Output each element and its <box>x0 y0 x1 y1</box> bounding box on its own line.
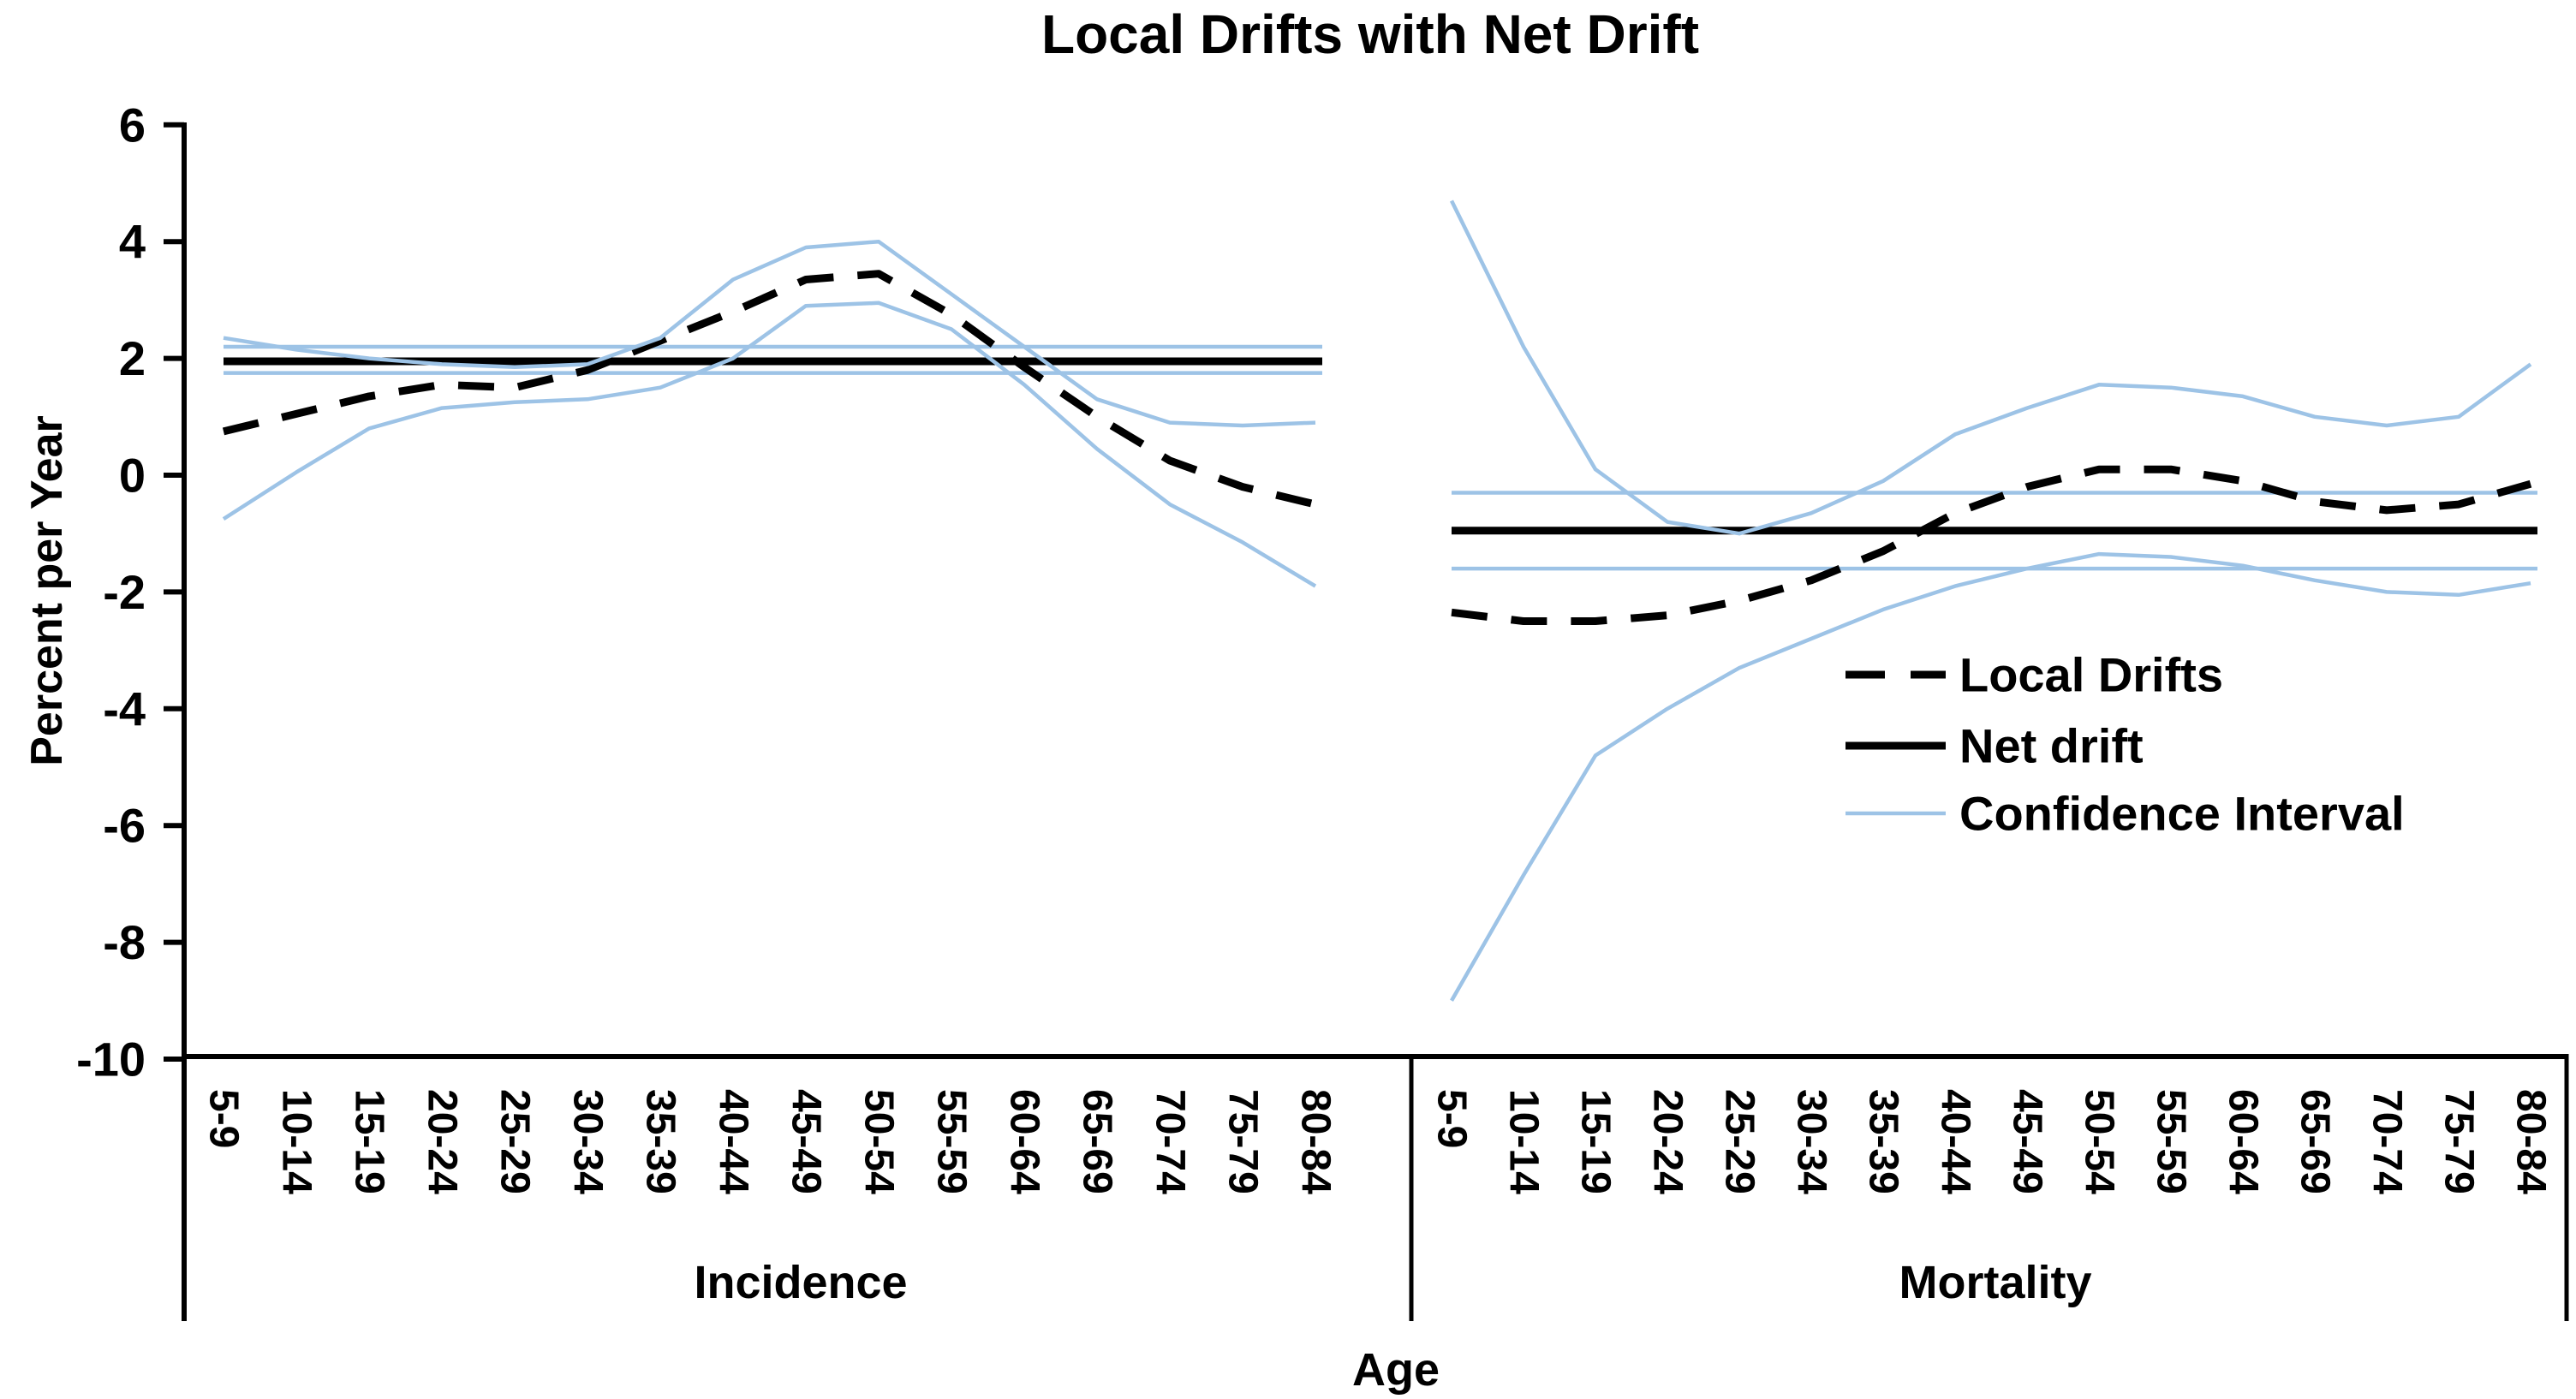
x-axis-title: Age <box>1352 1344 1440 1396</box>
y-tick-label: -8 <box>103 915 146 969</box>
category-label: 55-59 <box>929 1089 975 1194</box>
incidence-ci-lower-line <box>222 301 1317 588</box>
category-label: 25-29 <box>492 1089 538 1194</box>
axes-layer: 6 4 2 0 -2 -4 -6 -8 -10 <box>76 98 2569 1321</box>
y-tick-label: 0 <box>119 449 146 503</box>
legend-label-net-drift: Net drift <box>1959 719 2144 773</box>
incidence-local-line <box>222 270 1317 509</box>
category-label: 70-74 <box>1148 1089 1193 1194</box>
category-label: 60-64 <box>1002 1089 1047 1194</box>
category-labels-layer: 5-9 10-14 15-19 20-24 25-29 30-34 35-39 40-44 45… <box>201 1089 2554 1194</box>
y-tick-label: 6 <box>119 98 146 152</box>
category-label: 75-79 <box>1220 1089 1266 1194</box>
category-label: 40-44 <box>711 1089 756 1194</box>
y-tick-label: -10 <box>76 1033 146 1086</box>
y-tick-label: 2 <box>119 331 146 385</box>
group-label-mortality: Mortality <box>1899 1257 2091 1308</box>
legend-samples <box>1846 670 1946 816</box>
category-label: 45-49 <box>2005 1089 2050 1194</box>
y-tick-label: -6 <box>103 799 146 853</box>
category-label: 80-84 <box>2508 1089 2554 1194</box>
y-tick-label: -2 <box>103 565 146 619</box>
mortality-local-line <box>1451 465 2532 625</box>
category-label: 5-9 <box>201 1089 247 1148</box>
y-tick-label: 4 <box>119 215 146 269</box>
category-label: 20-24 <box>1645 1089 1690 1194</box>
category-label: 60-64 <box>2221 1089 2266 1194</box>
group-label-incidence: Incidence <box>694 1257 907 1308</box>
category-label: 35-39 <box>1861 1089 1906 1194</box>
category-label: 5-9 <box>1429 1089 1475 1148</box>
category-label: 50-54 <box>2077 1089 2122 1194</box>
incidence-ci-upper-line <box>223 239 1316 428</box>
category-label: 65-69 <box>2293 1089 2338 1194</box>
category-label: 15-19 <box>1573 1089 1619 1194</box>
category-label: 65-69 <box>1075 1089 1120 1194</box>
y-axis-title: Percent per Year <box>22 415 72 766</box>
mortality-ci-lower-line <box>1450 551 2531 1002</box>
category-label: 25-29 <box>1717 1089 1762 1194</box>
category-label: 35-39 <box>638 1089 683 1194</box>
chart-title: Local Drifts with Net Drift <box>1041 3 1699 65</box>
category-label: 70-74 <box>2364 1089 2410 1194</box>
legend-label-confidence-interval: Confidence Interval <box>1959 787 2405 841</box>
category-label: 45-49 <box>784 1089 829 1194</box>
y-tick-label: -4 <box>103 682 146 735</box>
category-label: 40-44 <box>1933 1089 1978 1194</box>
category-label: 75-79 <box>2436 1089 2482 1194</box>
category-label: 10-14 <box>274 1089 319 1194</box>
category-label: 10-14 <box>1501 1089 1547 1194</box>
category-label: 50-54 <box>856 1089 902 1194</box>
category-label: 20-24 <box>420 1089 465 1194</box>
category-label: 55-59 <box>2149 1089 2194 1194</box>
legend: Local Drifts Net drift Confidence Interv… <box>1846 648 2405 841</box>
category-label: 80-84 <box>1293 1089 1339 1194</box>
category-label: 15-19 <box>347 1089 392 1194</box>
category-label: 30-34 <box>565 1089 611 1194</box>
series-layer <box>222 199 2537 1002</box>
mortality-ci-upper-line <box>1449 199 2532 536</box>
legend-label-local-drifts: Local Drifts <box>1959 648 2223 702</box>
category-label: 30-34 <box>1789 1089 1834 1194</box>
